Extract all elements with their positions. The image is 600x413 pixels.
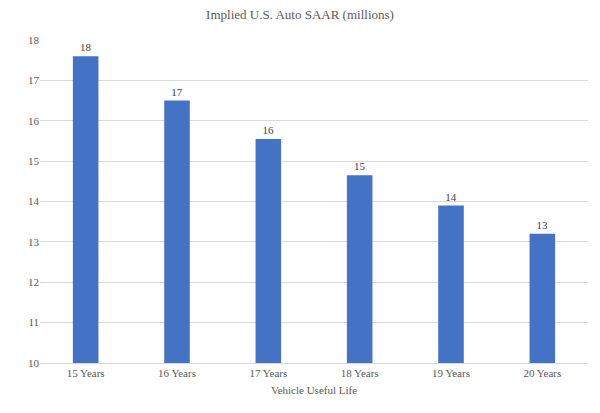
svg-text:13: 13 xyxy=(537,219,549,231)
svg-text:15: 15 xyxy=(28,155,40,167)
svg-text:19 Years: 19 Years xyxy=(432,367,470,379)
svg-text:14: 14 xyxy=(445,191,457,203)
svg-text:16: 16 xyxy=(28,115,40,127)
svg-text:17 Years: 17 Years xyxy=(249,367,287,379)
svg-text:20 Years: 20 Years xyxy=(523,367,561,379)
svg-text:15 Years: 15 Years xyxy=(67,367,105,379)
svg-text:10: 10 xyxy=(28,357,40,369)
svg-text:Vehicle Useful Life: Vehicle Useful Life xyxy=(271,384,357,396)
svg-text:15: 15 xyxy=(354,160,366,172)
svg-text:18 Years: 18 Years xyxy=(341,367,379,379)
svg-text:18: 18 xyxy=(80,41,92,53)
svg-text:17: 17 xyxy=(171,86,183,98)
svg-text:16 Years: 16 Years xyxy=(158,367,196,379)
svg-text:17: 17 xyxy=(28,74,40,86)
svg-text:18: 18 xyxy=(28,34,40,46)
svg-text:14: 14 xyxy=(28,195,40,207)
svg-text:12: 12 xyxy=(28,276,39,288)
svg-text:Implied U.S. Auto SAAR (millio: Implied U.S. Auto SAAR (millions) xyxy=(206,7,394,22)
svg-text:11: 11 xyxy=(28,316,39,328)
svg-text:16: 16 xyxy=(263,124,275,136)
svg-text:13: 13 xyxy=(28,236,40,248)
